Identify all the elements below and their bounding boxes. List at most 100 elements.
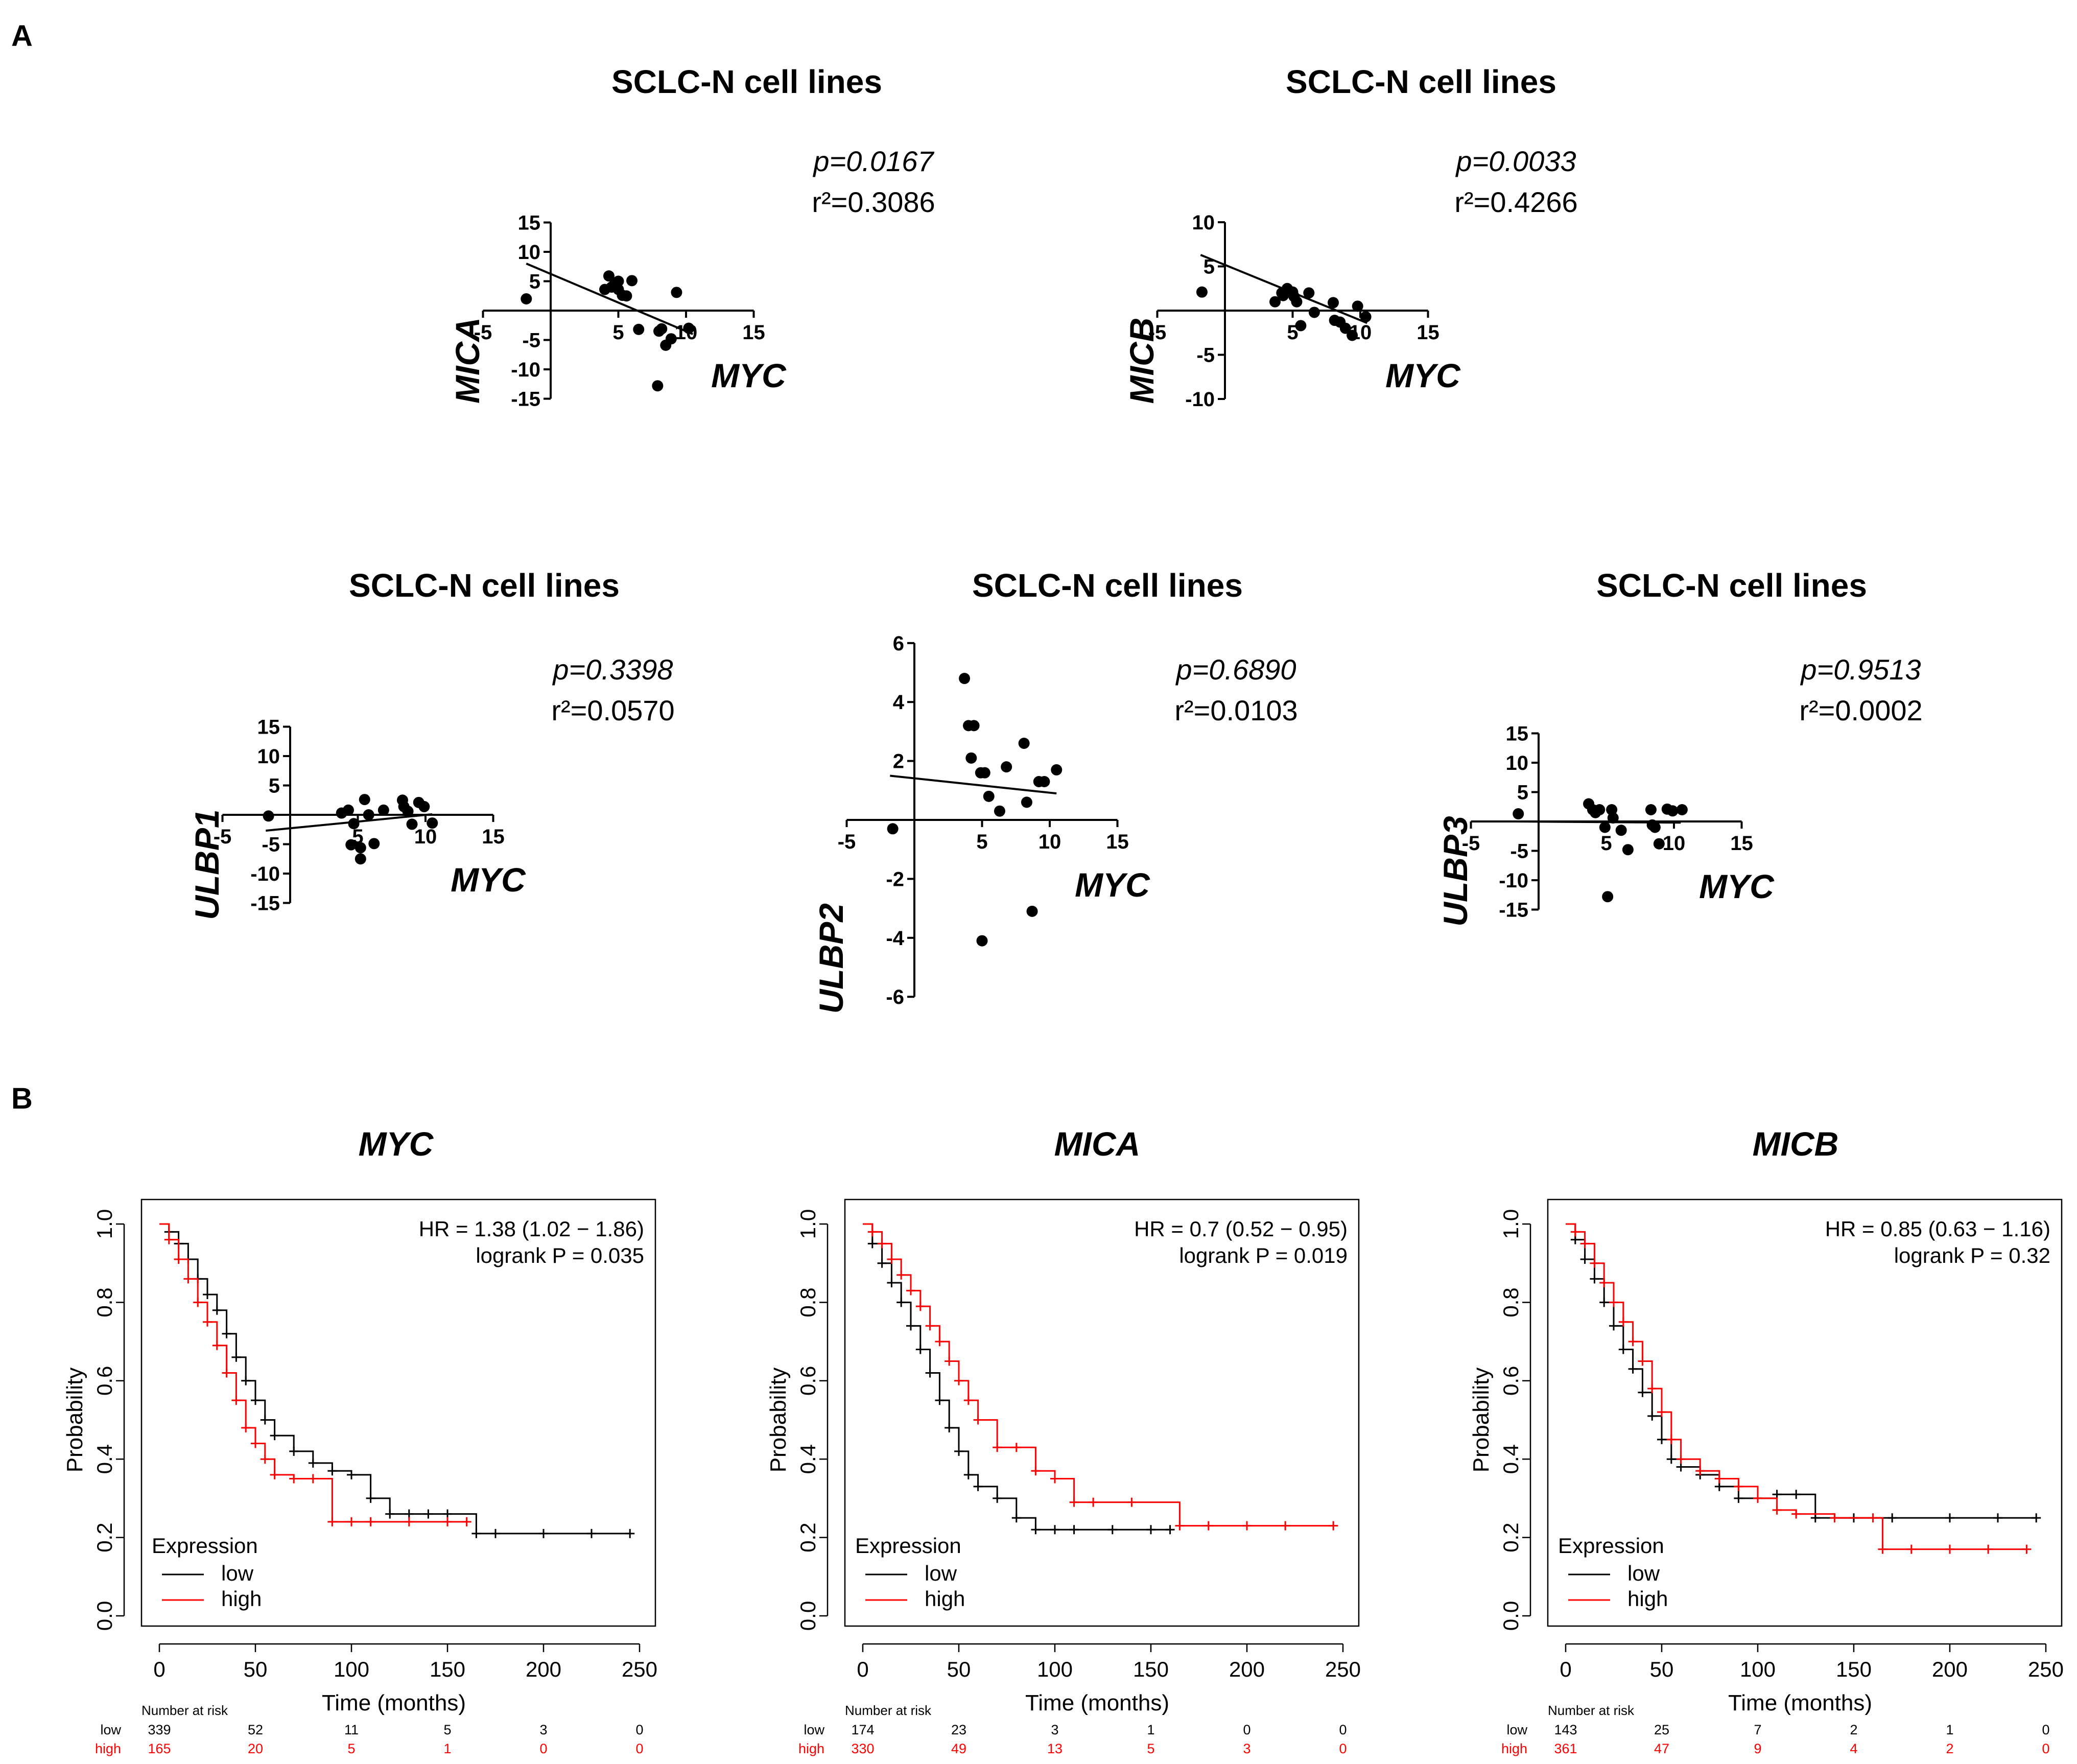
x-axis-label: MYC [1075,866,1150,904]
censor-mark-low [1599,1298,1609,1307]
risk-count-low: 3 [1051,1722,1058,1737]
data-point [1303,287,1315,299]
censor-mark-low [963,1470,973,1479]
censor-mark-low [1810,1513,1820,1523]
censor-mark-high [954,1376,963,1385]
x-tick-label: 100 [1740,1657,1776,1681]
data-point [1026,905,1038,917]
censor-mark-low [887,1278,896,1288]
legend-item-low: low [221,1561,254,1585]
censor-mark-high [1050,1474,1059,1484]
x-tick-label: 200 [526,1657,561,1681]
censor-mark-high [1984,1544,1993,1554]
censor-mark-low [945,1423,954,1432]
chart-title: SCLC-N cell lines [1286,63,1556,100]
censor-mark-low [260,1415,270,1425]
censor-mark-high [327,1517,337,1526]
y-tick-label: 0.2 [92,1522,116,1552]
data-point [355,853,366,865]
censor-mark-high [164,1235,174,1244]
censor-mark-low [1628,1364,1638,1374]
y-tick-label: 6 [893,632,904,655]
y-axis-label: Probability [62,1368,87,1472]
x-tick-label: 250 [2028,1657,2064,1681]
censor-mark-high [1734,1481,1743,1491]
survival-curve-high [159,1223,467,1523]
y-tick-label: -10 [511,359,540,381]
r-squared-label: r²=0.0002 [1799,694,1922,726]
y-tick-label: 1.0 [1499,1209,1523,1239]
data-point [994,805,1005,817]
y-tick-label: 10 [1506,752,1529,774]
y-tick-label: 5 [1517,782,1528,804]
censor-mark-high [1753,1493,1762,1503]
data-point [665,333,677,345]
data-point [656,323,668,335]
data-point [1653,838,1665,850]
risk-count-high: 2 [1946,1741,1953,1756]
y-tick-label: 0.0 [92,1601,116,1631]
risk-count-low: 25 [1654,1722,1669,1737]
y-tick-label: -10 [1499,869,1528,892]
censor-mark-low [867,1239,877,1249]
censor-mark-high [1570,1227,1580,1237]
censor-mark-low [1069,1525,1079,1535]
censor-mark-low [1031,1525,1041,1535]
chart-title: MICA [1054,1125,1141,1163]
chart-title: SCLC-N cell lines [972,567,1243,604]
p-value-label: p=0.3398 [552,653,673,686]
x-tick-label: 100 [1037,1657,1073,1681]
x-axis-label: MYC [1699,867,1775,905]
data-point [348,818,360,830]
censor-mark-high [1175,1521,1185,1531]
censor-mark-high [1069,1497,1079,1507]
censor-mark-low [1590,1274,1599,1284]
censor-mark-low [443,1509,452,1519]
y-tick-label: 10 [518,241,541,264]
risk-count-high: 0 [539,1741,547,1756]
risk-row-label-low: low [100,1722,121,1737]
risk-row-label-high: high [95,1741,121,1756]
censor-mark-high [1772,1505,1782,1515]
data-point [1269,296,1281,308]
data-point [976,935,988,947]
survival-curve-high [863,1223,1334,1527]
y-tick-label: 0.6 [796,1366,820,1396]
censor-mark-low [2032,1513,2041,1523]
censor-mark-low [625,1528,635,1538]
x-tick-label: 15 [742,321,765,344]
data-point [359,794,370,806]
y-tick-label: -2 [886,868,904,890]
risk-row-label-high: high [798,1741,824,1756]
risk-count-low: 7 [1754,1722,1761,1737]
censor-mark-high [1329,1521,1338,1531]
censor-mark-high [973,1415,983,1425]
censor-mark-low [1580,1255,1590,1264]
censor-mark-low [251,1396,260,1405]
x-tick-label: -5 [1462,832,1480,855]
y-axis-label: ULBP2 [812,903,850,1014]
risk-count-low: 339 [148,1722,171,1737]
censor-mark-high [963,1396,973,1405]
x-tick-label: 0 [153,1657,165,1681]
data-point [1308,307,1320,318]
y-tick-label: 0.0 [796,1601,820,1631]
x-tick-label: 150 [1836,1657,1872,1681]
data-point [1038,775,1050,787]
logrank-label: logrank P = 0.019 [1179,1243,1348,1267]
risk-count-high: 47 [1654,1741,1669,1756]
censor-mark-high [1242,1521,1252,1531]
risk-table-title: Number at risk [845,1703,932,1718]
y-tick-label: -5 [1510,840,1528,863]
y-tick-label: 0.4 [1499,1444,1523,1474]
censor-mark-high [1590,1258,1599,1268]
risk-count-high: 5 [1147,1741,1154,1756]
y-tick-label: 5 [269,775,280,797]
censor-mark-low [925,1368,935,1378]
chart-title: MYC [359,1125,434,1163]
scatter-plot-ulbp2: SCLC-N cell lines -5 5 10 15 -6 -4 -2 2 4 6 MYC ULBP… [812,567,1298,1014]
censor-mark-low [203,1290,212,1300]
data-point [965,752,977,764]
censor-mark-high [193,1298,203,1307]
